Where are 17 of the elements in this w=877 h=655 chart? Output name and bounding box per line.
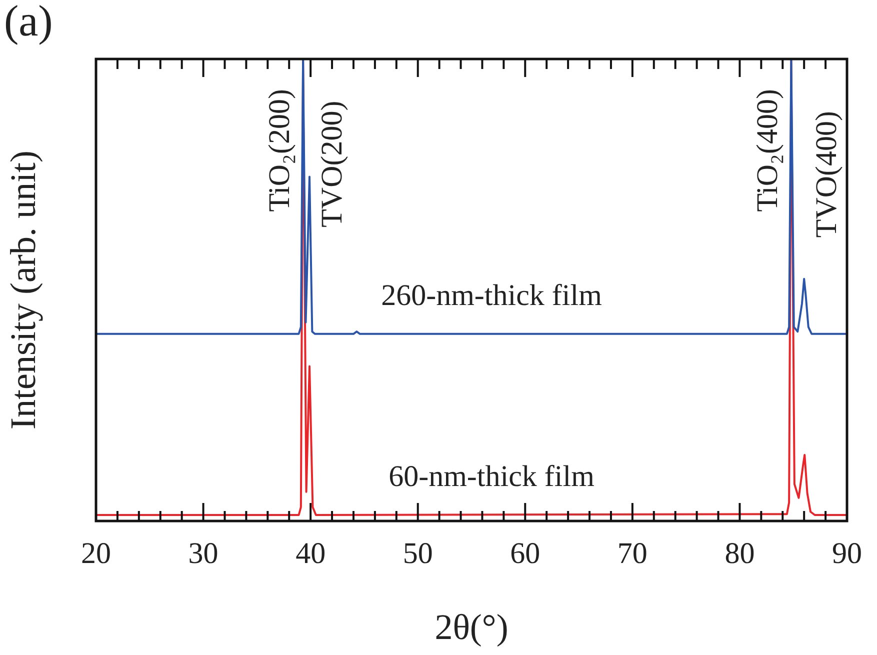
x-tick-label: 70 (617, 536, 648, 570)
annotation: TVO(400) (810, 110, 843, 238)
x-tick-label: 20 (81, 536, 111, 570)
x-tick-label: 30 (188, 536, 218, 570)
x-tick-label: 50 (402, 536, 433, 570)
y-axis-title: Intensity (arb. unit) (3, 150, 44, 430)
series-label: 260-nm-thick film (381, 278, 602, 312)
series-label: 60-nm-thick film (388, 460, 594, 493)
x-axis-title: 2θ(°) (434, 606, 508, 647)
x-tick-label: 80 (724, 536, 755, 570)
x-tick-label: 60 (510, 536, 540, 570)
annotation: TiO₂(400) (751, 89, 784, 212)
annotation: TVO(200) (315, 100, 348, 228)
annotation: TiO₂(200) (262, 89, 296, 212)
text: (a) (4, 0, 53, 46)
x-tick-label: 90 (832, 536, 862, 570)
x-tick-label: 40 (296, 536, 326, 570)
